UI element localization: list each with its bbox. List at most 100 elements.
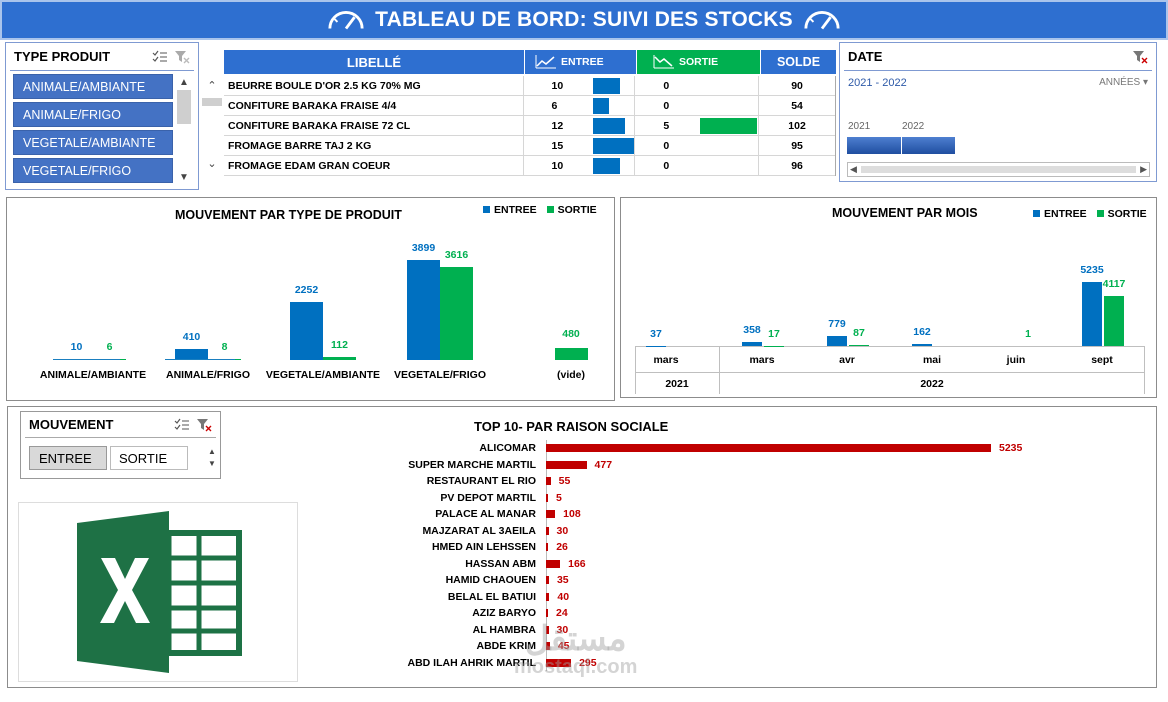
bar-raison-sociale[interactable] <box>546 658 572 667</box>
timeline-scrollbar[interactable]: ◀ ▶ <box>847 162 1150 177</box>
sortie-value: 0 <box>663 100 670 112</box>
month-label: mars <box>749 354 775 366</box>
header-sortie[interactable]: SORTIE <box>636 50 760 74</box>
time-level-selector[interactable]: ANNÉES ▾ <box>1099 77 1148 88</box>
timeline-year-label: 2021 <box>848 121 871 132</box>
timeline-year-2022[interactable] <box>901 137 955 154</box>
bar-sortie[interactable] <box>849 344 869 346</box>
bar-raison-sociale[interactable] <box>546 444 991 452</box>
timeline-year-2021[interactable] <box>847 137 901 154</box>
header-sortie-label: SORTIE <box>679 56 719 68</box>
legend-entree: ENTREE <box>1033 208 1087 220</box>
label-sortie: 1 <box>1025 327 1031 340</box>
entree-databar <box>592 138 634 154</box>
value-label: 477 <box>594 458 613 471</box>
year-group-label: 2021 <box>665 378 689 390</box>
slicer-item[interactable]: ANIMALE/AMBIANTE <box>13 74 173 99</box>
table-scroll-thumb[interactable] <box>202 98 222 106</box>
cell-sortie: 0 <box>635 156 760 175</box>
clear-filter-icon[interactable] <box>1132 50 1148 64</box>
date-range: 2021 - 2022 <box>848 77 907 89</box>
bar-raison-sociale[interactable] <box>546 592 550 601</box>
slicer-item[interactable]: VEGETALE/FRIGO <box>13 158 173 183</box>
bar-raison-sociale[interactable] <box>546 526 549 535</box>
chart-legend: ENTREE SORTIE <box>1033 208 1147 220</box>
slicer-item-entree[interactable]: ENTREE <box>29 446 107 470</box>
header-entree[interactable]: ENTREE <box>524 50 636 74</box>
month-label: mars <box>653 354 679 366</box>
value-label: 5235 <box>999 442 1023 454</box>
trend-down-icon <box>653 55 674 69</box>
label-entree: 410 <box>182 331 201 344</box>
bar-entree[interactable] <box>742 341 762 346</box>
multi-select-icon[interactable] <box>152 50 168 64</box>
excel-icon <box>77 511 242 673</box>
axis-line <box>719 346 720 394</box>
bar-raison-sociale[interactable] <box>546 559 561 568</box>
category-label: VEGETALE/AMBIANTE <box>265 369 381 381</box>
table-row[interactable]: CONFITURE BARAKA FRAISE 4/4 6 0 54 <box>224 96 835 116</box>
cell-libelle: CONFITURE BARAKA FRAISE 72 CL <box>224 116 524 135</box>
entree-databar <box>592 158 620 174</box>
bar-entree[interactable] <box>827 336 847 346</box>
header-solde[interactable]: SOLDE <box>760 50 836 74</box>
entree-value: 10 <box>551 80 564 92</box>
label-entree: 5235 <box>1080 264 1104 276</box>
label-entree: 779 <box>828 318 846 331</box>
cell-solde: 90 <box>791 79 803 92</box>
slicer-item[interactable]: VEGETALE/AMBIANTE <box>13 130 173 155</box>
speedometer-icon <box>804 10 840 30</box>
sortie-value: 0 <box>663 160 670 172</box>
bar-sortie[interactable] <box>323 357 356 360</box>
legend-sortie: SORTIE <box>546 204 597 216</box>
bar-raison-sociale[interactable] <box>546 609 549 617</box>
value-label: 5 <box>556 491 562 504</box>
label-sortie: 112 <box>331 339 348 352</box>
cell-solde: 102 <box>788 119 806 132</box>
category-label: AZIZ BARYO <box>472 607 536 619</box>
label-sortie: 8 <box>221 341 228 353</box>
table-row[interactable]: FROMAGE EDAM GRAN COEUR 10 0 96 <box>224 156 835 176</box>
bar-sortie[interactable] <box>1104 295 1124 346</box>
clear-filter-icon[interactable] <box>174 50 190 64</box>
baseline <box>53 359 120 360</box>
bar-entree[interactable] <box>175 349 208 360</box>
bar-raison-sociale[interactable] <box>546 543 549 551</box>
slicer-item-sortie[interactable]: SORTIE <box>110 446 188 470</box>
bar-entree[interactable] <box>407 260 440 360</box>
bar-raison-sociale[interactable] <box>546 477 551 485</box>
bar-entree[interactable] <box>290 302 323 360</box>
clear-filter-icon[interactable] <box>196 418 212 432</box>
table-row[interactable]: CONFITURE BARAKA FRAISE 72 CL 12 5 102 <box>224 116 835 136</box>
multi-select-icon[interactable] <box>174 418 190 432</box>
table-scroll-up[interactable]: ⌃ <box>207 80 217 92</box>
bar-raison-sociale[interactable] <box>546 493 548 502</box>
slicer-scrollbar[interactable]: ▲ ▼ <box>177 77 191 183</box>
month-label: sept <box>1091 354 1113 366</box>
bar-sortie[interactable] <box>440 267 473 360</box>
entree-value: 10 <box>551 160 564 172</box>
label-sortie: 87 <box>853 326 865 339</box>
entree-databar <box>592 98 609 114</box>
chart-title: MOUVEMENT PAR MOIS <box>832 206 978 220</box>
timeline-bar[interactable] <box>847 137 955 154</box>
slicer-scroll[interactable]: ▲ ▼ <box>208 447 216 468</box>
bar-raison-sociale[interactable] <box>546 625 549 634</box>
table-row[interactable]: FROMAGE BARRE TAJ 2 KG 15 0 95 <box>224 136 835 156</box>
bar-raison-sociale[interactable] <box>546 510 556 518</box>
bar-entree[interactable] <box>1082 282 1102 346</box>
bar-raison-sociale[interactable] <box>546 460 587 469</box>
header-libelle[interactable]: LIBELLÉ <box>224 50 524 74</box>
entree-value: 12 <box>551 120 564 132</box>
bar-raison-sociale[interactable] <box>546 576 549 584</box>
bar-sortie[interactable] <box>554 348 588 360</box>
value-label: 45 <box>557 640 570 652</box>
bar-entree[interactable] <box>912 344 932 346</box>
label-sortie: 4117 <box>1102 277 1126 290</box>
category-label: MAJZARAT AL 3AEILA <box>422 524 536 537</box>
table-scroll-down[interactable]: ⌄ <box>207 158 217 170</box>
bar-raison-sociale[interactable] <box>546 642 550 650</box>
slicer-item[interactable]: ANIMALE/FRIGO <box>13 102 173 127</box>
value-label: 30 <box>556 623 569 636</box>
table-row[interactable]: BEURRE BOULE D'OR 2.5 KG 70% MG 10 0 90 <box>224 76 835 96</box>
